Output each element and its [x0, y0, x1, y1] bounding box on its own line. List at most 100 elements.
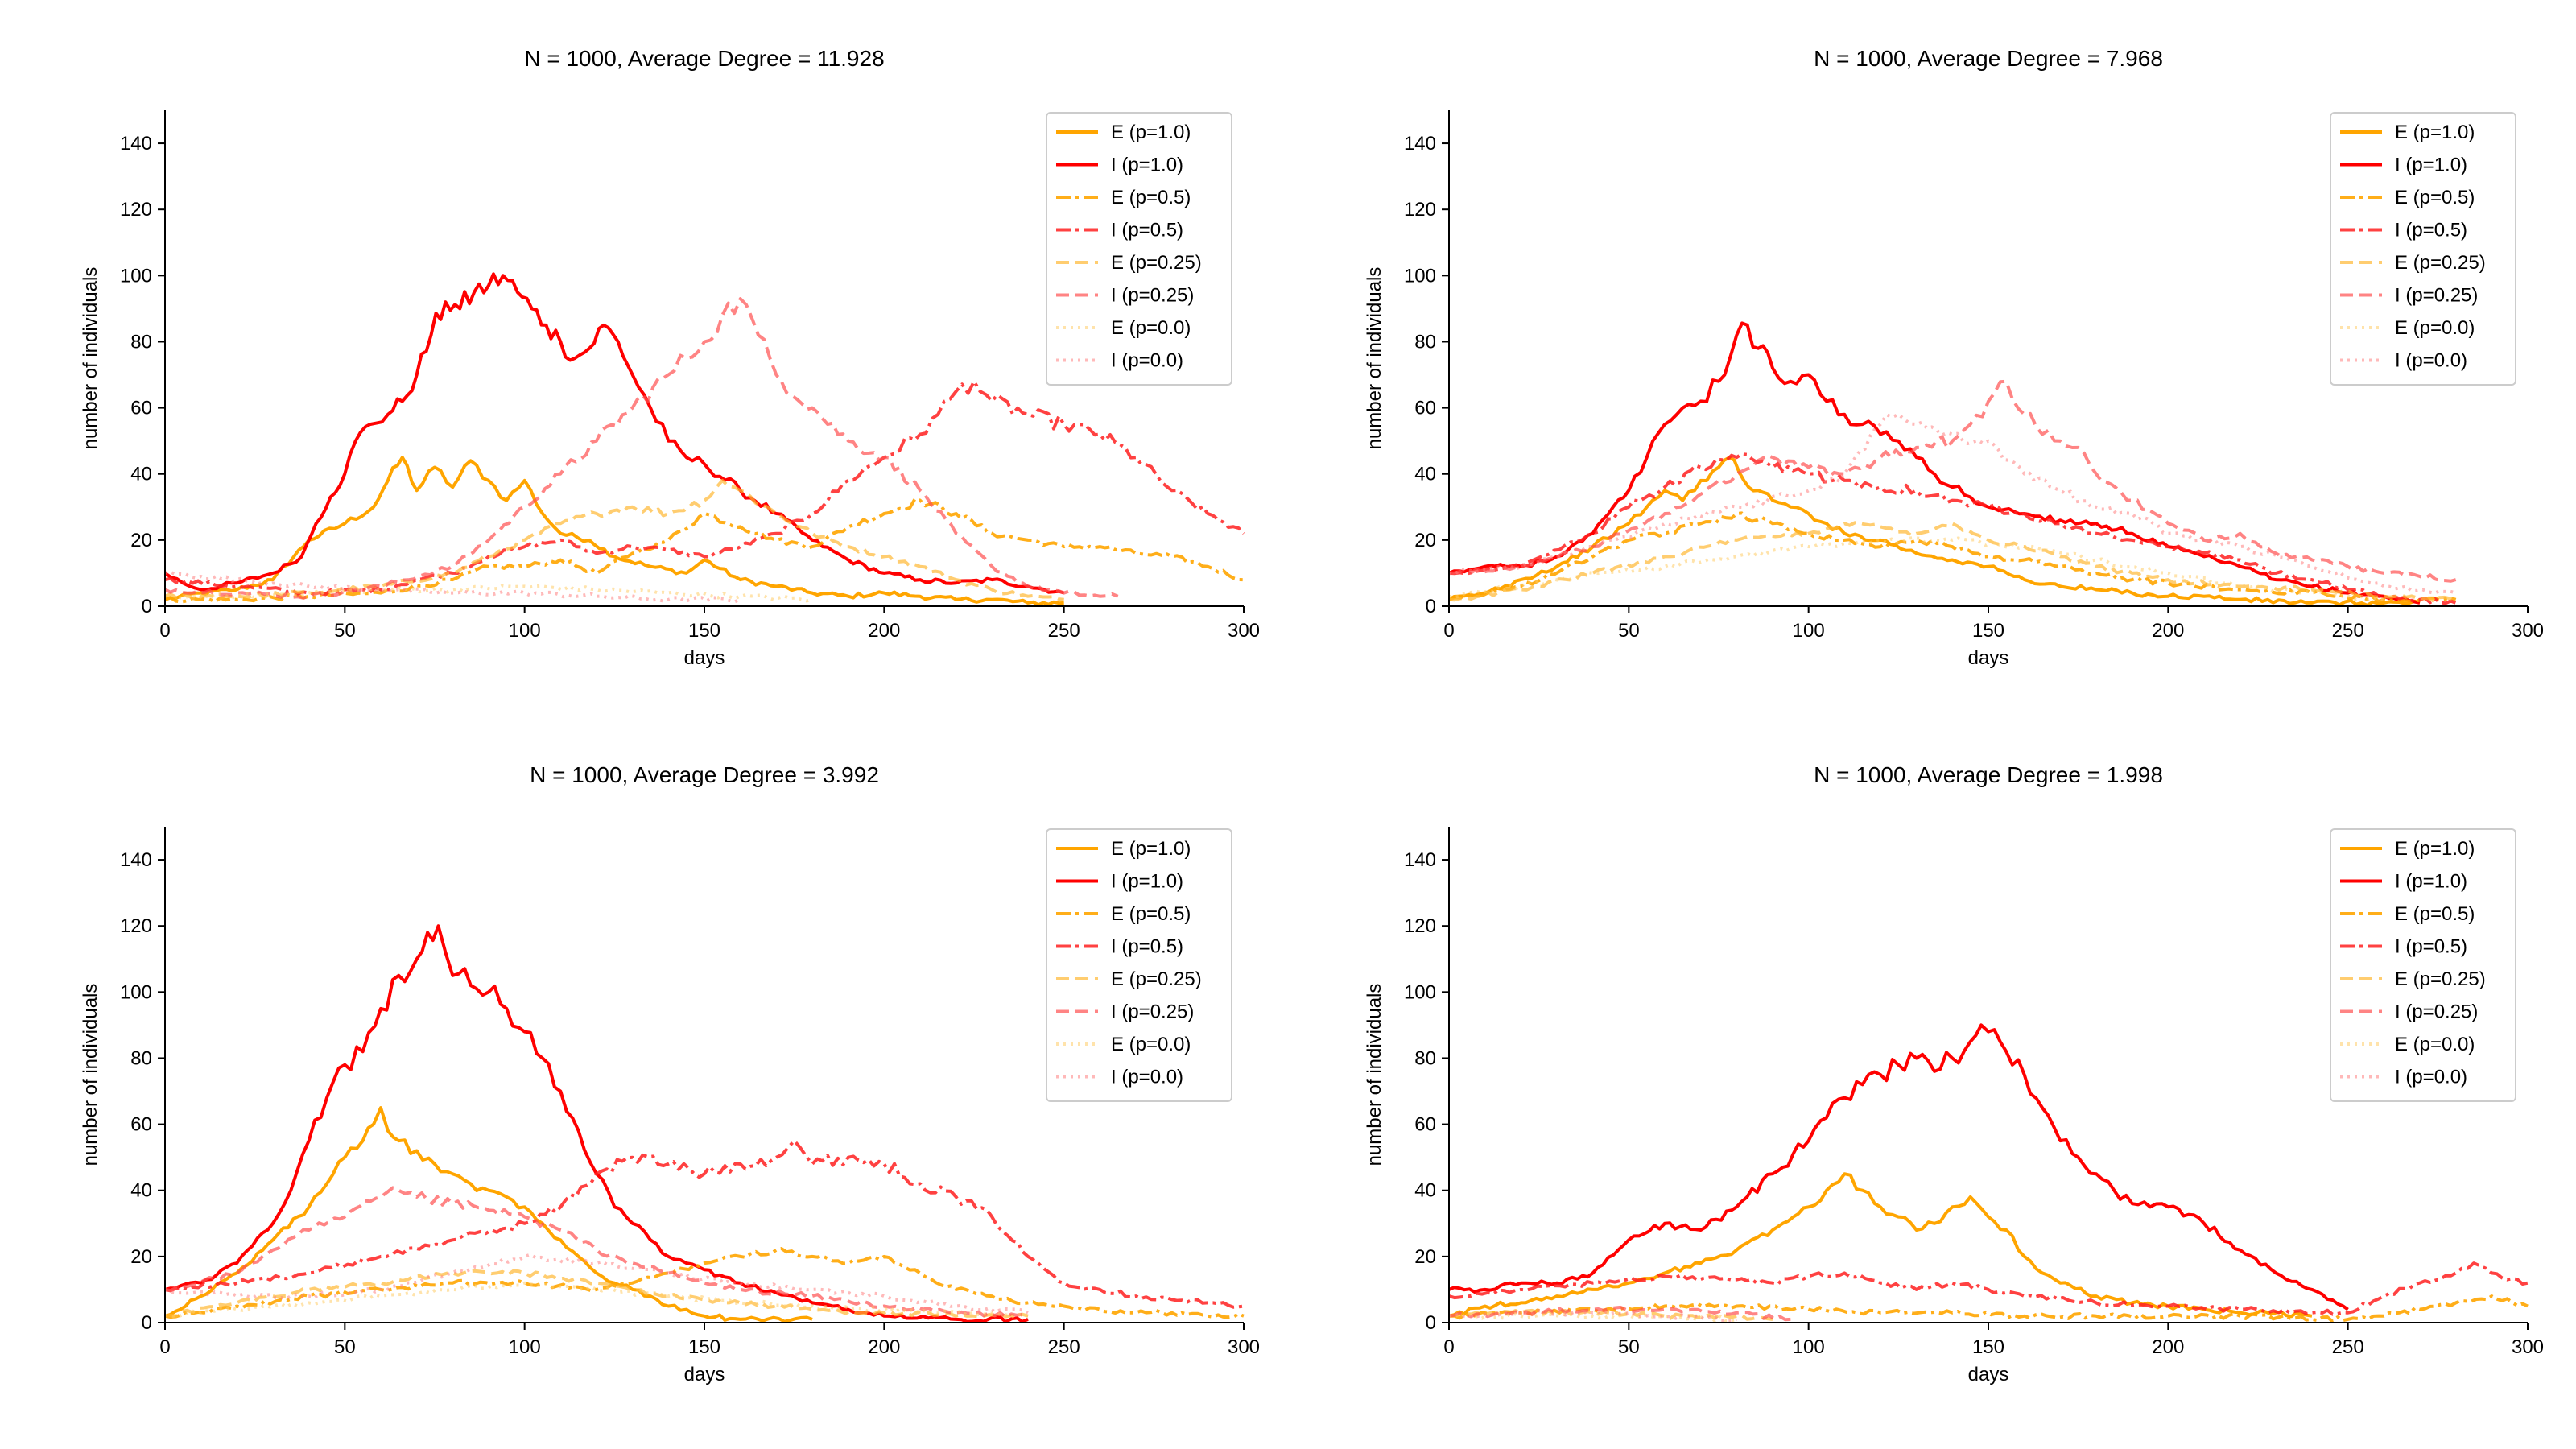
y-tick-label: 60	[1414, 398, 1436, 419]
legend: E (p=1.0) I (p=1.0) E (p=0.5) I (p=0.5) E (p…	[2330, 112, 2516, 386]
legend: E (p=1.0) I (p=1.0) E (p=0.5) I (p=0.5) E (p…	[2330, 828, 2516, 1102]
legend-label: E (p=0.25)	[1111, 968, 1202, 990]
y-tick-label: 100	[1404, 265, 1436, 287]
chart-title: N = 1000, Average Degree = 3.992	[530, 762, 879, 787]
x-tick-label: 200	[2152, 620, 2184, 642]
x-tick-label: 0	[159, 620, 170, 642]
legend-label: E (p=0.25)	[1111, 252, 1202, 274]
x-tick-label: 150	[1972, 1336, 2004, 1358]
x-tick-label: 200	[868, 620, 900, 642]
legend-label: I (p=0.25)	[2395, 285, 2478, 307]
y-tick-label: 20	[1414, 530, 1436, 551]
legend: E (p=1.0) I (p=1.0) E (p=0.5) I (p=0.5) E (p…	[1046, 112, 1232, 386]
series-line	[1448, 521, 2457, 603]
x-tick-label: 250	[1048, 620, 1080, 642]
y-tick-label: 20	[130, 1246, 152, 1268]
series-line	[1448, 1172, 2313, 1319]
legend-label: E (p=0.25)	[2395, 252, 2486, 274]
legend-box	[1046, 112, 1232, 386]
x-tick-label: 50	[334, 1336, 356, 1358]
y-tick-label: 80	[1414, 331, 1436, 353]
series-line	[1448, 1294, 2529, 1323]
series-line	[1447, 456, 2421, 607]
x-tick-label: 100	[509, 1336, 541, 1358]
series-line	[1448, 1261, 2529, 1316]
x-tick-label: 300	[1228, 620, 1260, 642]
y-tick-label: 20	[1414, 1246, 1436, 1268]
y-tick-label: 80	[130, 331, 152, 353]
x-tick-label: 250	[2332, 1336, 2364, 1358]
subplot-degree-11928: N = 1000, Average Degree = 11.928 0 50 100 1…	[80, 46, 1260, 669]
legend-label: E (p=1.0)	[2395, 122, 2475, 143]
y-tick-label: 60	[130, 1114, 152, 1136]
x-axis-label: days	[1968, 647, 2009, 669]
chart-title: N = 1000, Average Degree = 7.968	[1814, 46, 2163, 71]
series-line	[1448, 452, 2457, 605]
x-tick-label: 200	[2152, 1336, 2184, 1358]
x-tick-label: 100	[1793, 1336, 1825, 1358]
x-tick-label: 300	[2512, 1336, 2544, 1358]
legend-box	[2330, 112, 2516, 386]
legend-label: I (p=1.0)	[2395, 155, 2467, 176]
x-tick-label: 200	[868, 1336, 900, 1358]
legend-label: I (p=0.0)	[1111, 1067, 1183, 1088]
legend-label: I (p=0.0)	[2395, 1067, 2467, 1088]
x-tick-label: 150	[688, 620, 720, 642]
series-line	[1448, 321, 2421, 605]
x-tick-label: 300	[1228, 1336, 1260, 1358]
series-line	[163, 272, 1065, 595]
x-axis-label: days	[684, 647, 725, 669]
x-tick-label: 50	[1618, 620, 1640, 642]
y-tick-label: 120	[1404, 915, 1436, 937]
x-tick-label: 300	[2512, 620, 2544, 642]
legend-label: E (p=0.0)	[1111, 317, 1191, 339]
x-tick-label: 0	[159, 1336, 170, 1358]
x-tick-label: 50	[1618, 1336, 1640, 1358]
legend-label: I (p=0.5)	[1111, 936, 1183, 958]
series-line	[164, 379, 1245, 597]
series-line	[164, 1106, 813, 1323]
series-line	[164, 1281, 1029, 1319]
legend-label: E (p=0.5)	[1111, 187, 1191, 208]
y-tick-label: 40	[130, 464, 152, 485]
series-line	[164, 584, 813, 603]
series-line	[1448, 379, 2457, 583]
legend-box	[2330, 828, 2516, 1102]
chart-title: N = 1000, Average Degree = 11.928	[524, 46, 884, 71]
legend-label: I (p=0.5)	[2395, 220, 2467, 242]
y-tick-label: 80	[130, 1047, 152, 1069]
x-tick-label: 0	[1443, 620, 1454, 642]
series-line	[164, 1269, 1029, 1319]
legend-label: I (p=0.25)	[1111, 1001, 1194, 1023]
y-tick-label: 0	[1426, 1312, 1436, 1334]
x-tick-label: 150	[688, 1336, 720, 1358]
series-line	[164, 1253, 1029, 1315]
subplot-degree-1998: N = 1000, Average Degree = 1.998 0 50 100 15…	[1364, 762, 2544, 1385]
y-tick-label: 20	[130, 530, 152, 551]
legend-label: I (p=0.0)	[2395, 350, 2467, 372]
y-tick-label: 140	[120, 849, 152, 871]
x-tick-label: 50	[334, 620, 356, 642]
y-tick-label: 80	[1414, 1047, 1436, 1069]
series-line	[164, 497, 1245, 604]
x-axis-label: days	[1968, 1364, 2009, 1385]
subplot-degree-7968: N = 1000, Average Degree = 7.968 0 50 100 15…	[1364, 46, 2544, 669]
y-tick-label: 100	[120, 981, 152, 1003]
legend-label: I (p=0.25)	[1111, 285, 1194, 307]
y-tick-label: 40	[130, 1180, 152, 1202]
legend-label: E (p=0.0)	[2395, 1034, 2475, 1055]
series-line	[164, 1186, 1029, 1319]
x-tick-label: 250	[1048, 1336, 1080, 1358]
legend-label: E (p=1.0)	[2395, 838, 2475, 860]
chart-title: N = 1000, Average Degree = 1.998	[1814, 762, 2163, 787]
y-tick-label: 140	[120, 133, 152, 155]
x-tick-label: 100	[1793, 620, 1825, 642]
legend-label: E (p=0.0)	[1111, 1034, 1191, 1055]
y-tick-label: 120	[1404, 199, 1436, 221]
series-line	[164, 1247, 1245, 1319]
legend-label: E (p=1.0)	[1111, 122, 1191, 143]
legend-label: I (p=0.25)	[2395, 1001, 2478, 1023]
y-tick-label: 100	[1404, 981, 1436, 1003]
y-tick-label: 140	[1404, 849, 1436, 871]
